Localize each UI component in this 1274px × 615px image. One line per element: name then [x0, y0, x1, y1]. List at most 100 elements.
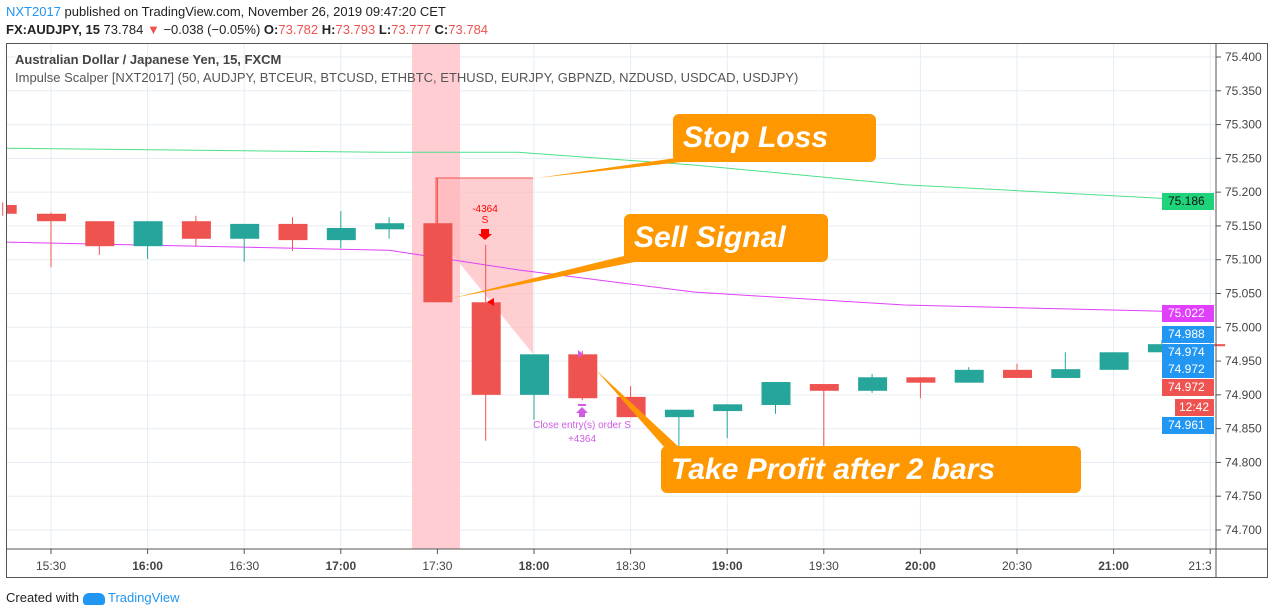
candle [858, 373, 888, 393]
candle [568, 350, 598, 401]
candle [954, 367, 984, 383]
candle [85, 221, 115, 255]
ma-slow-line [6, 147, 1211, 202]
chart-title: Australian Dollar / Japanese Yen, 15, FX… [15, 52, 282, 67]
price-tick-label: 75.200 [1225, 185, 1262, 199]
candle-body [520, 354, 549, 395]
take-profit-pointer [596, 370, 680, 448]
candle-body [85, 221, 115, 247]
change: −0.038 (−0.05%) [163, 22, 261, 37]
candle-body [181, 221, 211, 239]
sell-signal-pointer [453, 252, 650, 298]
price-tick-label: 74.900 [1225, 388, 1262, 402]
close-value: 73.784 [448, 22, 489, 37]
candle-body [568, 354, 598, 399]
down-arrow-icon: ▼ [146, 22, 160, 37]
price-tick-label: 74.800 [1225, 455, 1262, 469]
candle-body [278, 223, 308, 241]
candle-body [133, 221, 163, 247]
close-arrow-icon [576, 407, 588, 417]
price-tick-label: 74.700 [1225, 523, 1262, 537]
symbol: FX:AUDJPY, 15 [6, 22, 100, 37]
candle-body [1051, 369, 1081, 378]
candle-body [761, 382, 791, 405]
candle [1051, 352, 1081, 378]
candle-body [375, 223, 405, 230]
candle [423, 177, 453, 303]
tradingview-link[interactable]: TradingView [108, 590, 180, 605]
time-tick-label: 17:30 [422, 559, 452, 573]
time-tick-label: 16:00 [132, 559, 163, 573]
price-tick-label: 75.350 [1225, 84, 1262, 98]
candle-body [713, 404, 743, 412]
candle-body [7, 204, 17, 214]
price-label: 74.961 [1162, 417, 1214, 434]
candles [2, 177, 1226, 447]
exit-marker-icon [578, 350, 583, 358]
close-value: +4364 [568, 434, 597, 445]
stop-loss-callout: Stop Loss [673, 114, 876, 162]
last-price: 73.784 [103, 22, 144, 37]
candle-body [326, 227, 356, 241]
time-tick-label: 17:00 [325, 559, 356, 573]
sell-signal-callout: Sell Signal [624, 214, 828, 262]
candle-body [471, 302, 501, 395]
time-tick-label: 16:30 [229, 559, 259, 573]
candle-body [906, 377, 936, 383]
price-tick-label: 75.050 [1225, 286, 1262, 300]
candle-body [423, 223, 453, 303]
price-tick-label: 75.150 [1225, 219, 1262, 233]
candle [326, 211, 356, 249]
price-tick-label: 75.250 [1225, 151, 1262, 165]
author-link[interactable]: NXT2017 [6, 4, 61, 19]
price-tick-label: 75.300 [1225, 118, 1262, 132]
time-tick-label: 18:00 [519, 559, 550, 573]
price-label: 75.022 [1162, 305, 1214, 322]
time-tick-label: 21:3 [1188, 559, 1212, 573]
candle-body [809, 384, 839, 391]
publish-text: published on TradingView.com, November 2… [64, 4, 446, 19]
high-value: 73.793 [335, 22, 376, 37]
sell-arrow-icon [478, 229, 492, 240]
price-tick-label: 74.850 [1225, 422, 1262, 436]
indicator-legend[interactable]: Impulse Scalper [NXT2017] (50, AUDJPY, B… [15, 70, 799, 85]
candle-body [1003, 369, 1032, 378]
time-tick-label: 19:30 [809, 559, 839, 573]
price-label: 12:42 [1175, 399, 1214, 416]
time-axis: 15:30 16:00 16:30 17:00 17:30 18:00 18:30 19:00… [36, 549, 1212, 573]
price-label: 74.972 [1162, 361, 1214, 378]
entry-tag: S [482, 215, 489, 226]
c-label: C: [434, 22, 449, 37]
close-bar-icon [578, 404, 586, 406]
candle-body [230, 223, 260, 239]
o-label: O: [263, 22, 279, 37]
price-label: 75.186 [1162, 193, 1214, 210]
candle [375, 217, 405, 239]
candle [1003, 363, 1032, 378]
chart-frame[interactable] [6, 43, 1268, 578]
time-tick-label: 20:00 [905, 559, 936, 573]
candle-body [954, 369, 984, 383]
time-tick-label: 21:00 [1098, 559, 1129, 573]
candle [713, 404, 743, 439]
candle [278, 217, 308, 251]
candle [809, 384, 839, 447]
entry-value: -4364 [472, 204, 498, 215]
candle-body [664, 409, 694, 418]
h-label: H: [321, 22, 336, 37]
ohlc-bar: FX:AUDJPY, 15 73.784 ▼ −0.038 (−0.05%) O… [6, 22, 488, 37]
candle [37, 212, 66, 268]
time-tick-label: 19:00 [712, 559, 743, 573]
time-tick-label: 20:30 [1002, 559, 1032, 573]
candle [761, 382, 791, 414]
candle [906, 377, 936, 399]
price-label: 74.988 [1162, 326, 1214, 343]
candle [2, 202, 17, 216]
candle [133, 221, 163, 260]
candle [230, 223, 260, 262]
price-tick-label: 74.750 [1225, 489, 1262, 503]
time-tick-label: 18:30 [616, 559, 646, 573]
candle-body [858, 377, 888, 391]
entry-marker-icon [487, 298, 494, 306]
